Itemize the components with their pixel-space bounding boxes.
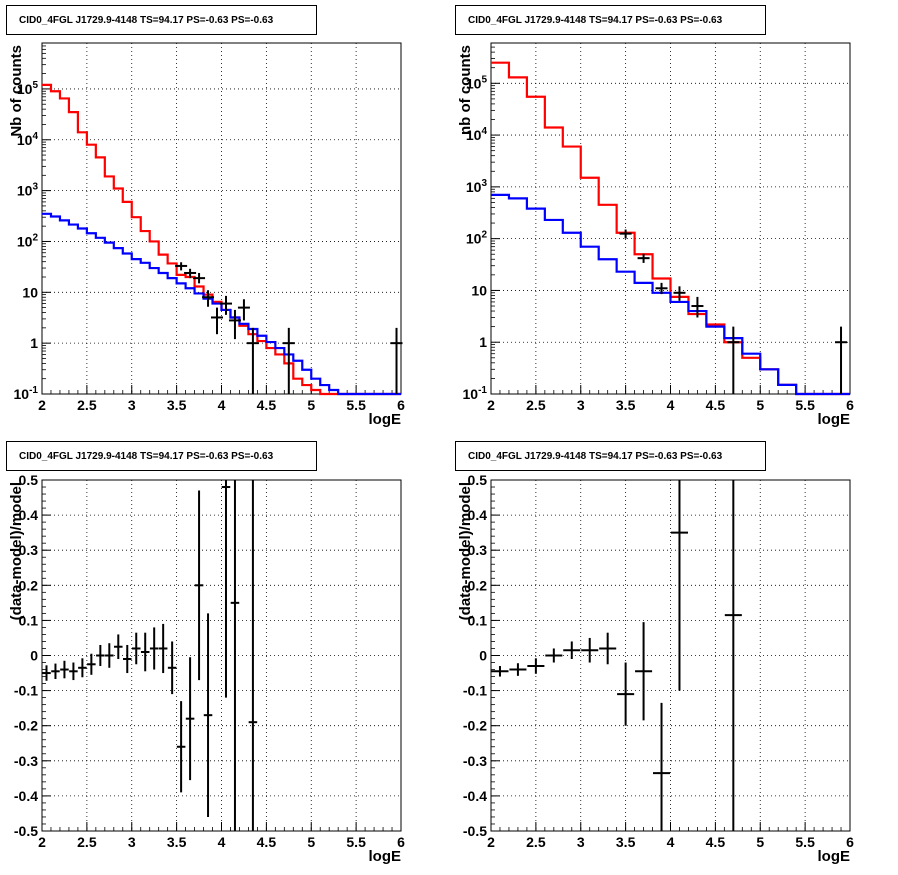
x-tick-label: 5 [756,834,764,850]
y-tick-label: -0.5 [14,823,38,839]
y-tick-label: 0.2 [468,577,488,593]
x-tick-label: 6 [397,397,405,413]
y-tick-label: -0.3 [463,753,487,769]
y-tick-label: 0.1 [468,612,488,628]
y-tick-label: 10 [471,282,487,298]
panel-1: 2 2.5 3 3.5 4 4.5 5 5.5 6logE10-1110102103104105… [8,42,405,428]
x-tick-label: 5.5 [795,397,815,413]
y-tick-label: 0.4 [19,507,39,523]
x-tick-label: 3 [577,397,585,413]
y-tick-label: 0.2 [19,577,39,593]
y-axis-label: (data-model)/model [457,482,474,620]
y-tick-label: -0.4 [463,788,487,804]
y-tick-label: 10-1 [14,385,39,402]
x-tick-label: 5.5 [346,834,366,850]
x-tick-label: 5.5 [346,397,366,413]
x-tick-label: 6 [397,834,405,850]
panel1-title: CID0_4FGL J1729.9-4148 TS=94.17 PS=-0.63… [6,5,317,35]
y-tick-label: 10-1 [463,385,488,402]
y-tick-label: 0.3 [19,542,39,558]
y-axis-label: nb of counts [457,45,474,135]
x-tick-label: 4.5 [706,397,726,413]
x-tick-label: 3 [128,834,136,850]
x-tick-label: 3.5 [167,834,187,850]
y-tick-label: -0.4 [14,788,38,804]
y-tick-label: -0.2 [14,718,38,734]
y-tick-label: 103 [466,178,488,195]
x-tick-label: 4 [218,397,226,413]
x-axis-label: logE [818,848,851,865]
x-tick-label: 5 [307,397,315,413]
x-axis-label: logE [369,848,402,865]
x-tick-label: 2.5 [526,397,546,413]
panel2-title: CID0_4FGL J1729.9-4148 TS=94.17 PS=-0.63… [455,5,766,35]
x-tick-label: 2 [38,834,46,850]
x-tick-label: 4 [667,834,675,850]
x-tick-label: 4 [667,397,675,413]
model-total-histogram [42,83,401,396]
y-tick-label: 102 [466,230,488,247]
x-tick-label: 3.5 [616,397,636,413]
y-tick-label: 0.1 [19,612,39,628]
x-tick-label: 3.5 [616,834,636,850]
x-tick-label: 5.5 [795,834,815,850]
y-tick-label: 10 [22,284,38,300]
x-tick-label: 4.5 [257,397,277,413]
x-tick-label: 3 [577,834,585,850]
y-tick-label: -0.2 [463,718,487,734]
y-tick-label: 103 [17,182,39,199]
y-tick-label: -0.3 [14,753,38,769]
y-tick-label: -0.1 [463,683,487,699]
y-tick-label: -0.5 [463,823,487,839]
x-tick-label: 5 [756,397,764,413]
x-tick-label: 2.5 [526,834,546,850]
y-tick-label: -0.1 [14,683,38,699]
y-tick-label: 102 [17,232,39,249]
x-axis-label: logE [369,411,402,428]
x-tick-label: 2 [38,397,46,413]
y-tick-label: 1 [30,335,38,351]
x-tick-label: 2 [487,397,495,413]
x-axis-label: logE [818,411,851,428]
x-tick-label: 3 [128,397,136,413]
y-tick-label: 0.4 [468,507,488,523]
x-tick-label: 6 [846,834,854,850]
y-axis-label: (data-model)/model [8,482,25,620]
panel3-title: CID0_4FGL J1729.9-4148 TS=94.17 PS=-0.63… [6,441,317,471]
x-tick-label: 4.5 [257,834,277,850]
x-tick-label: 2.5 [77,834,97,850]
y-tick-label: 0.5 [468,472,488,488]
x-tick-label: 4.5 [706,834,726,850]
y-tick-label: 0 [30,648,38,664]
y-axis-label: Nb of counts [8,45,25,137]
x-tick-label: 5 [307,834,315,850]
x-tick-label: 4 [218,834,226,850]
x-tick-label: 2.5 [77,397,97,413]
panel4-title: CID0_4FGL J1729.9-4148 TS=94.17 PS=-0.63… [455,441,766,471]
x-tick-label: 3.5 [167,397,187,413]
panel-2: 2 2.5 3 3.5 4 4.5 5 5.5 6logE10-1110102103104105… [457,42,854,428]
x-tick-label: 6 [846,397,854,413]
y-tick-label: 0 [479,648,487,664]
y-tick-label: 0.3 [468,542,488,558]
x-tick-label: 2 [487,834,495,850]
y-tick-label: 0.5 [19,472,39,488]
y-tick-label: 1 [479,334,487,350]
